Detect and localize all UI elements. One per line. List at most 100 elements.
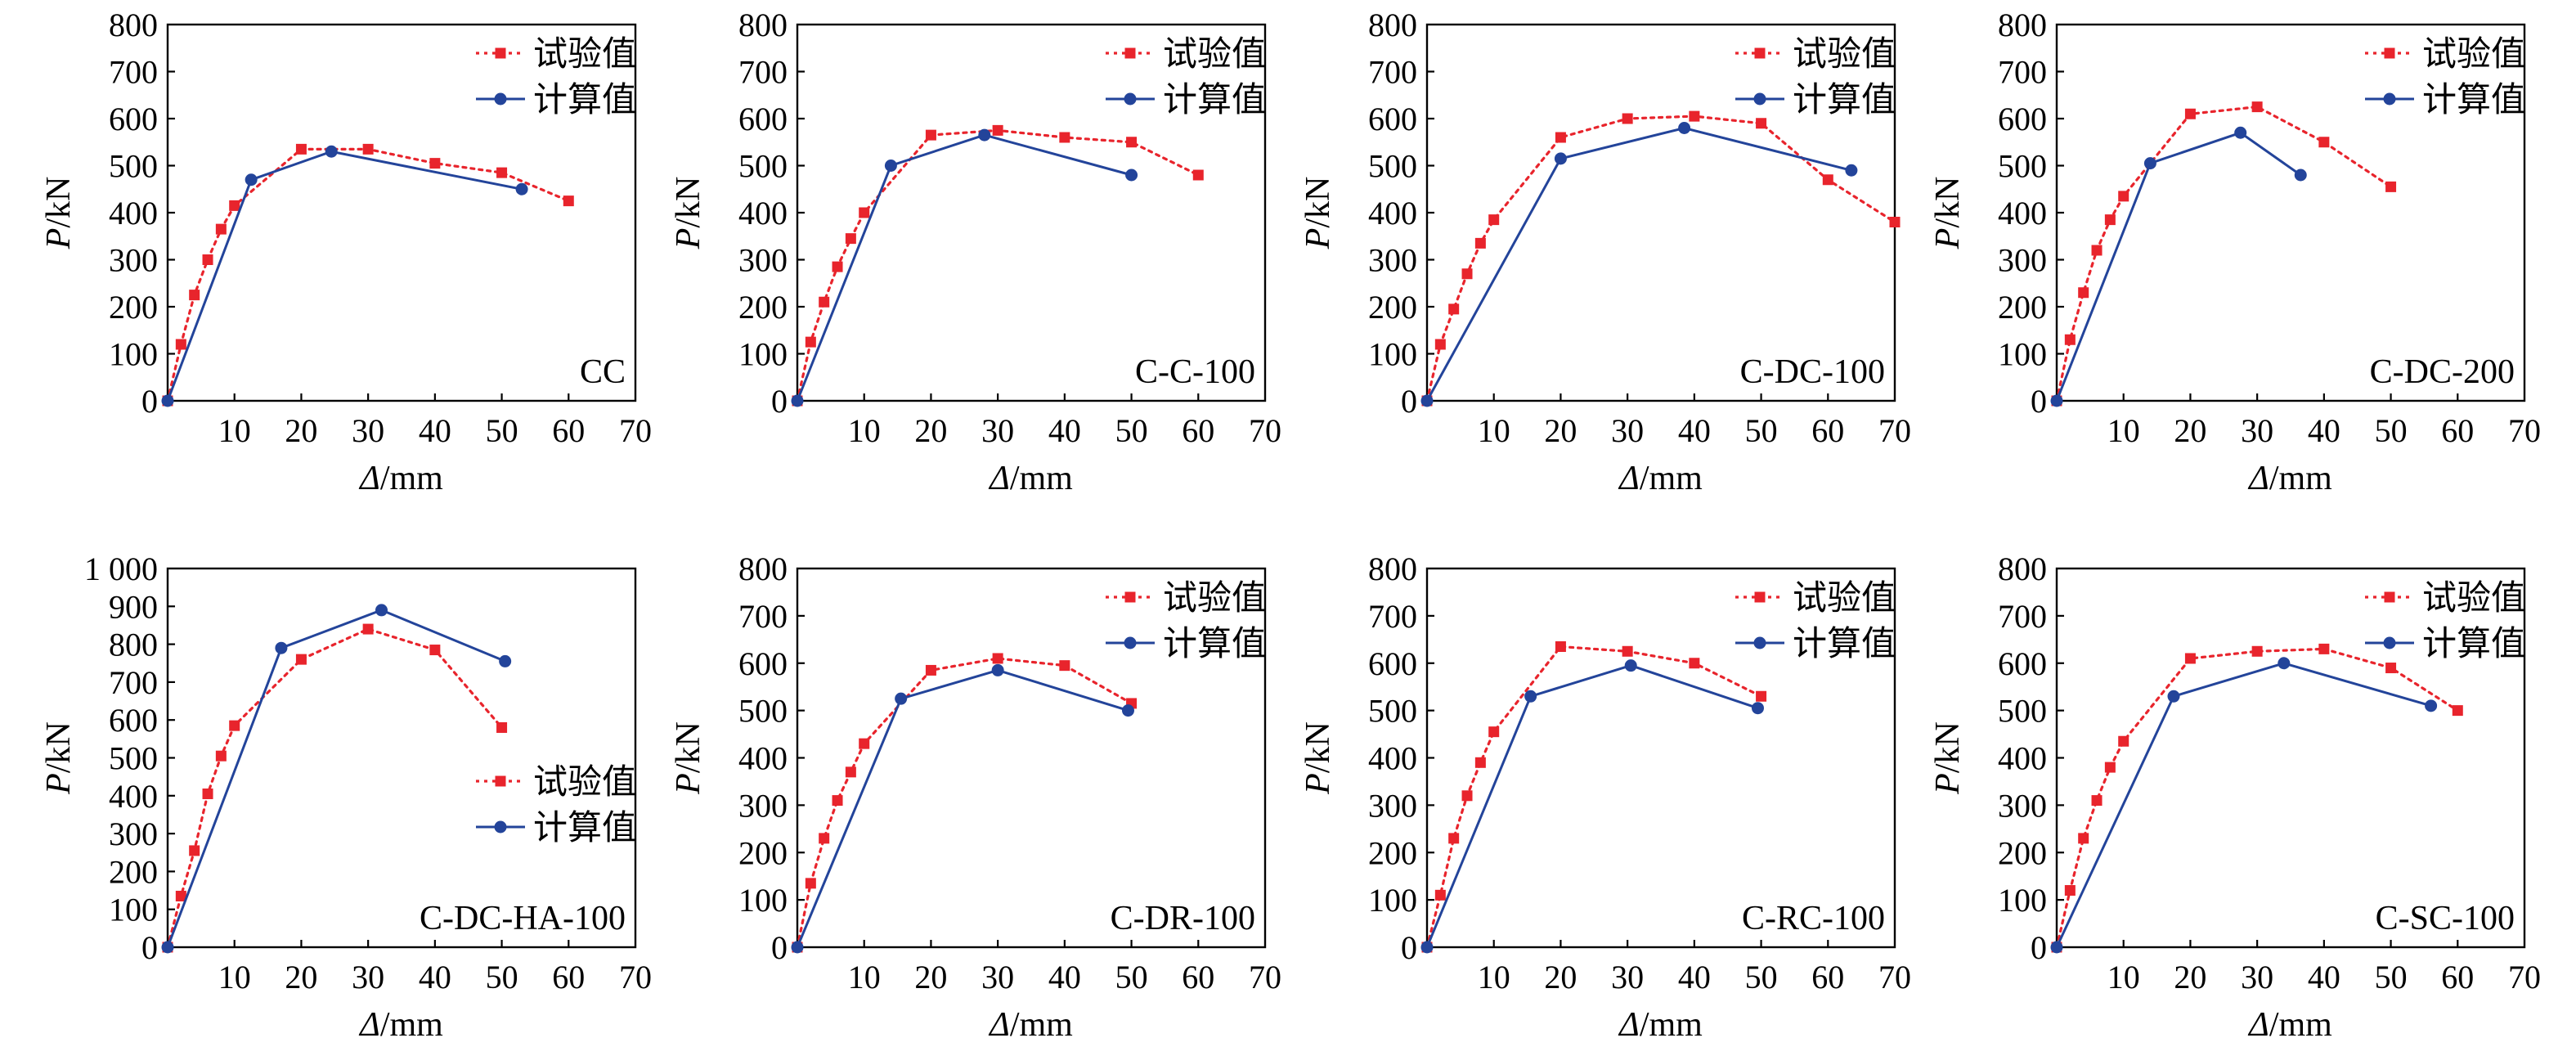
legend-experimental-label: 试验值 — [533, 34, 636, 74]
x-tick-label: 50 — [1745, 959, 1778, 995]
x-tick-label: 20 — [2174, 412, 2206, 449]
y-tick-label: 100 — [109, 336, 158, 373]
legend-calculated-label: 计算值 — [2422, 623, 2525, 663]
y-tick-label: 800 — [1368, 550, 1417, 587]
experimental-point — [2078, 833, 2089, 844]
legend-calculated-label: 计算值 — [1793, 79, 1896, 119]
specimen-label: C-DR-100 — [1111, 900, 1255, 937]
experimental-point — [1126, 137, 1138, 148]
y-tick-label: 300 — [109, 242, 158, 279]
legend-experimental-label: 试验值 — [1163, 34, 1266, 74]
experimental-point — [2078, 287, 2089, 299]
x-tick-label: 60 — [552, 959, 585, 995]
experimental-point — [2064, 334, 2076, 345]
x-tick-label: 70 — [1249, 412, 1281, 449]
experimental-point — [429, 645, 441, 656]
calculated-point — [2050, 941, 2063, 954]
y-tick-label: 100 — [109, 892, 158, 928]
x-tick-label: 30 — [981, 959, 1014, 995]
chart-panel-1: 0 100 200 300 400 500 600 700 800 10 20 30 40 50 60 70 Δ… — [40, 7, 652, 497]
y-axis-title: P/kN — [670, 177, 707, 250]
y-axis-unit: /kN — [40, 177, 78, 228]
y-axis-symbol: P — [1299, 773, 1337, 795]
x-tick-label: 30 — [1611, 412, 1644, 449]
y-tick-label: 600 — [109, 101, 158, 137]
x-tick-label: 60 — [1182, 959, 1214, 995]
y-axis-unit: /kN — [670, 177, 707, 228]
y-tick-label: 700 — [1368, 598, 1417, 635]
calculated-point — [2234, 126, 2247, 139]
y-tick-label: 200 — [738, 834, 788, 871]
experimental-point — [1474, 237, 1486, 249]
y-tick-label: 200 — [109, 853, 158, 890]
y-tick-label: 300 — [109, 816, 158, 852]
x-tick-label: 10 — [2107, 959, 2140, 995]
y-tick-label: 200 — [109, 289, 158, 326]
calculated-point — [2050, 394, 2063, 407]
x-axis-title: Δ/mm — [358, 1006, 443, 1044]
y-axis-title: P/kN — [1299, 177, 1337, 250]
y-tick-label: 400 — [738, 195, 788, 231]
y-tick-label: 400 — [1998, 195, 2047, 231]
calculated-point — [325, 145, 338, 158]
x-tick-label: 60 — [2441, 959, 2474, 995]
y-tick-label: 0 — [1401, 929, 1417, 966]
legend-experimental-label: 试验值 — [2422, 577, 2525, 618]
y-axis-symbol: P — [670, 773, 707, 795]
x-axis-title: Δ/mm — [2247, 460, 2332, 497]
x-tick-label: 20 — [1544, 959, 1577, 995]
y-tick-label: 300 — [738, 242, 788, 279]
calculated-point — [1121, 704, 1134, 717]
calculated-point — [499, 654, 512, 667]
y-tick-label: 200 — [1368, 834, 1417, 871]
experimental-point — [229, 200, 240, 211]
y-tick-label: 800 — [738, 7, 788, 43]
y-tick-label: 300 — [1998, 787, 2047, 824]
chart-panel-6: 0 100 200 300 400 500 600 700 800 10 20 30 40 50 60 70 Δ… — [670, 550, 1281, 1044]
experimental-point — [1434, 339, 1446, 350]
experimental-point — [2104, 762, 2116, 773]
y-tick-label: 200 — [738, 289, 788, 326]
experimental-point — [1461, 268, 1473, 280]
x-axis-symbol: Δ — [2247, 1006, 2269, 1044]
x-axis-unit: /mm — [380, 460, 443, 497]
y-tick-label: 100 — [1368, 336, 1417, 373]
experimental-point — [1448, 833, 1460, 844]
calculated-point — [1524, 690, 1537, 703]
calculated-point — [1420, 941, 1434, 954]
experimental-point — [859, 207, 870, 218]
y-tick-label: 0 — [771, 383, 788, 420]
experimental-point — [2118, 735, 2129, 747]
y-tick-label: 0 — [2031, 383, 2047, 420]
calculated-point — [1624, 659, 1637, 672]
x-tick-label: 20 — [914, 959, 947, 995]
x-tick-label: 10 — [848, 959, 881, 995]
experimental-line — [166, 627, 504, 949]
calculated-line — [1425, 664, 1758, 948]
x-tick-label: 10 — [2107, 412, 2140, 449]
calculated-point — [275, 641, 288, 654]
legend-experimental-label: 试验值 — [1793, 577, 1896, 618]
experimental-point — [1059, 132, 1070, 143]
y-tick-label: 500 — [1998, 148, 2047, 185]
calculated-point — [991, 663, 1004, 676]
legend-calculated-label: 计算值 — [1163, 79, 1266, 119]
x-tick-label: 10 — [848, 412, 881, 449]
y-tick-label: 700 — [738, 598, 788, 635]
x-axis-title: Δ/mm — [1618, 1006, 1703, 1044]
experimental-point — [1488, 214, 1500, 226]
experimental-point — [295, 654, 307, 665]
legend-experimental-marker — [1124, 47, 1136, 59]
legend-calculated-marker — [2383, 636, 2396, 649]
calculated-point — [375, 604, 388, 617]
y-axis-title: P/kN — [1299, 721, 1337, 795]
calculated-line — [1425, 126, 1852, 402]
y-tick-label: 200 — [1368, 289, 1417, 326]
legend-calculated-marker — [1753, 92, 1766, 106]
experimental-point — [1555, 640, 1566, 652]
